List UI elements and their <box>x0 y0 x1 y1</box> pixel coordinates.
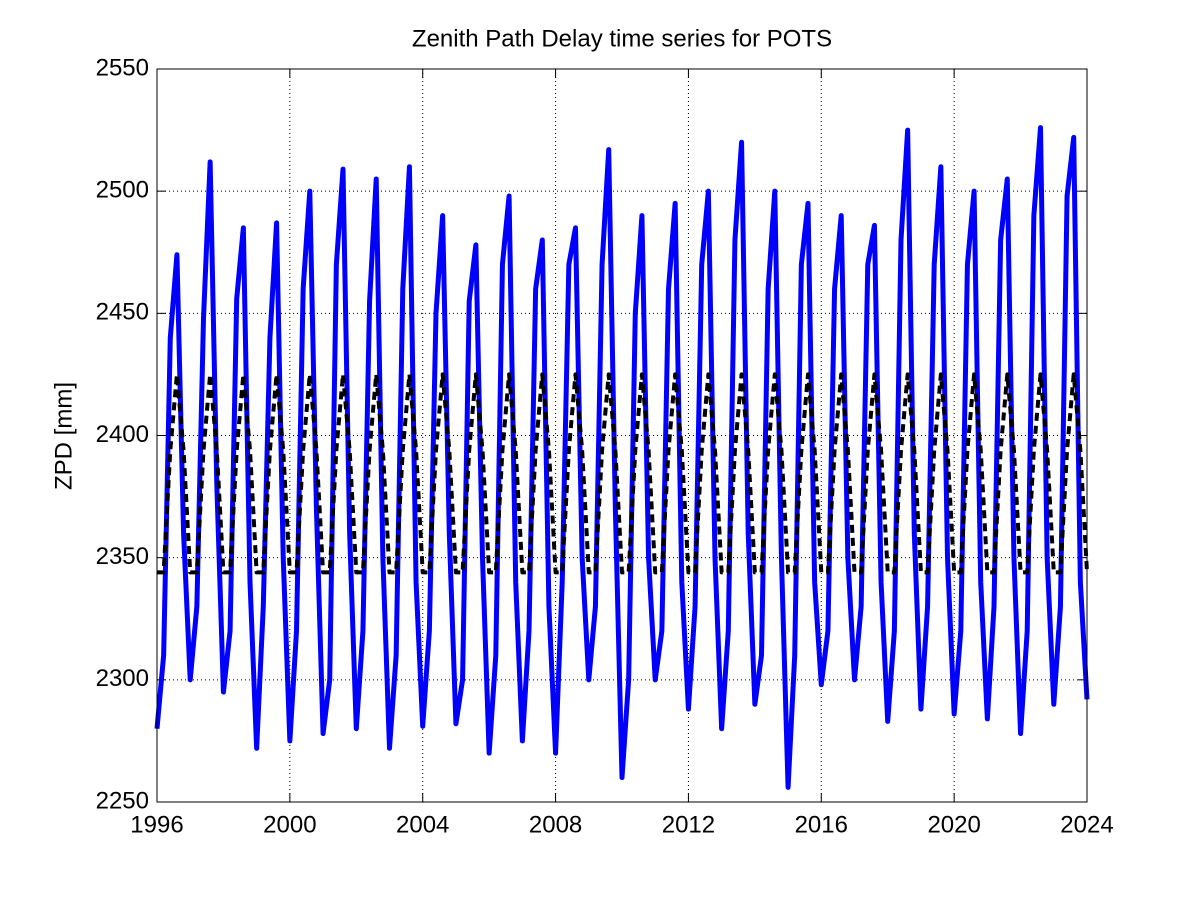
y-tick-label: 2500 <box>96 177 149 204</box>
data-line <box>154 125 1090 790</box>
chart-title: Zenith Path Delay time series for POTS <box>412 25 832 52</box>
x-tick-label: 2012 <box>662 811 715 838</box>
x-tick-label: 2020 <box>927 811 980 838</box>
y-axis-label: ZPD [mm] <box>50 382 77 490</box>
y-tick-label: 2450 <box>96 299 149 326</box>
x-tick-label: 2024 <box>1060 811 1113 838</box>
x-tick-label: 2008 <box>529 811 582 838</box>
plot-frame <box>156 68 1088 803</box>
y-tick-label: 2550 <box>96 54 149 81</box>
y-tick-label: 2350 <box>96 543 149 570</box>
y-tick-label: 2300 <box>96 665 149 692</box>
y-tick-label: 2250 <box>96 787 149 814</box>
y-tick-label: 2400 <box>96 421 149 448</box>
x-tick-label: 2000 <box>263 811 316 838</box>
x-tick-label: 1996 <box>130 811 183 838</box>
x-tick-label: 2004 <box>396 811 449 838</box>
data-line <box>157 372 1089 575</box>
x-tick-label: 2016 <box>795 811 848 838</box>
